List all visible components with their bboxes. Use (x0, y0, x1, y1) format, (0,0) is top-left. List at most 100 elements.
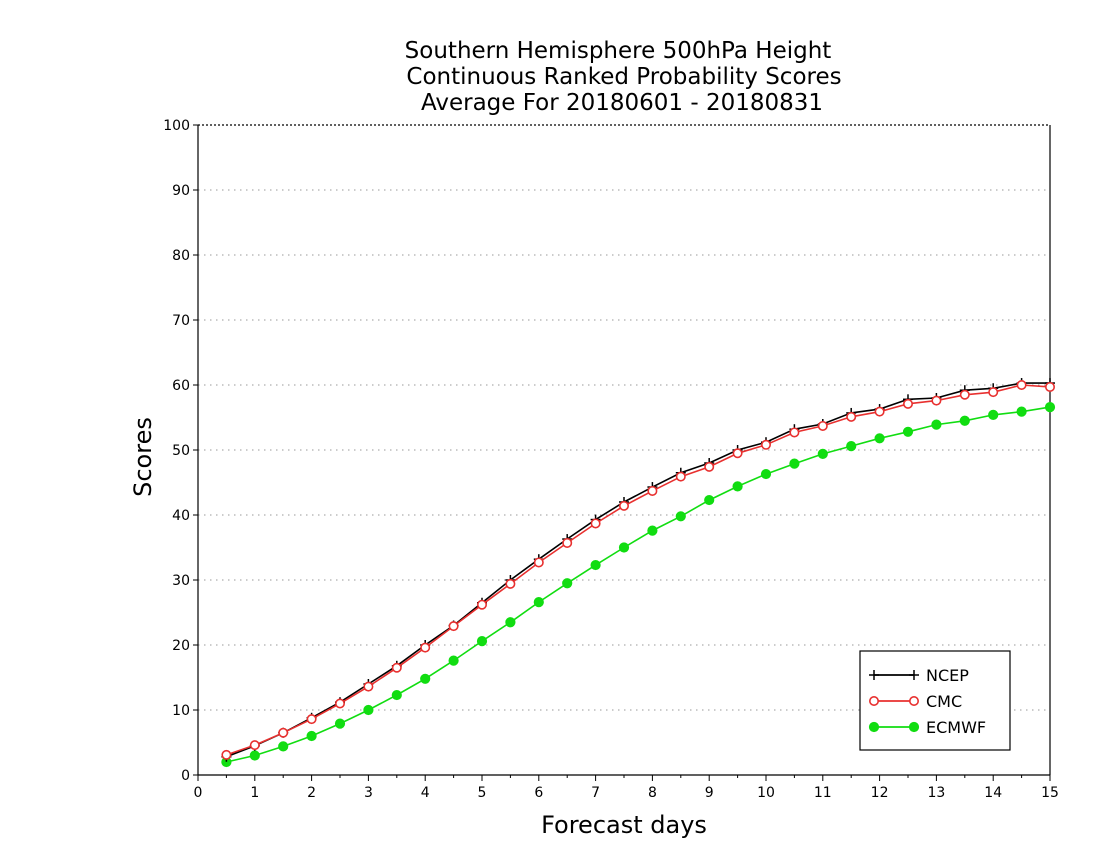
y-tick-label-70: 70 (172, 313, 190, 329)
data-point-cmc-2 (278, 727, 289, 738)
data-point-cmc-16 (675, 471, 686, 482)
x-tick-label-4: 4 (421, 785, 430, 801)
data-point-ecmwf-13 (590, 559, 601, 571)
y-tick-label-20: 20 (172, 638, 190, 654)
y-tick-label-80: 80 (172, 248, 190, 264)
data-point-cmc-28 (1016, 379, 1027, 390)
y-tick-label-50: 50 (172, 443, 190, 459)
y-tick-label-0: 0 (181, 768, 190, 784)
legend-marker-right-ecmwf (908, 721, 920, 733)
x-axis-label: Forecast days (541, 811, 707, 839)
data-point-cmc-18 (732, 448, 743, 459)
chart-title-line-1: Southern Hemisphere 500hPa Height (405, 38, 832, 64)
data-point-cmc-0 (221, 749, 232, 760)
chart-title-line-2: Continuous Ranked Probability Scores (406, 64, 841, 90)
legend-label-ncep: NCEP (926, 666, 969, 685)
legend-marker-left-ncep (869, 670, 879, 680)
data-point-cmc-11 (533, 557, 544, 568)
series-ecmwf (221, 402, 1056, 768)
legend-marker-right-ncep (909, 670, 919, 680)
x-tick-label-0: 0 (194, 785, 203, 801)
data-point-ecmwf-10 (505, 617, 516, 628)
data-point-ecmwf-8 (448, 655, 459, 666)
series-cmc (221, 379, 1056, 760)
data-point-cmc-24 (902, 398, 913, 409)
x-tick-label-14: 14 (984, 785, 1002, 801)
x-tick-label-10: 10 (757, 785, 775, 801)
y-tick-label-40: 40 (172, 508, 190, 524)
data-point-cmc-27 (988, 387, 999, 398)
chart-title: Southern Hemisphere 500hPa Height Contin… (405, 38, 842, 116)
data-point-ecmwf-18 (732, 481, 743, 492)
y-tick-label-100: 100 (163, 118, 190, 134)
data-point-ecmwf-26 (959, 415, 970, 426)
data-point-cmc-14 (618, 500, 629, 511)
data-point-cmc-23 (874, 406, 885, 417)
data-point-cmc-17 (704, 461, 715, 472)
data-point-ecmwf-7 (420, 673, 431, 684)
data-point-ecmwf-5 (363, 704, 374, 716)
axes (193, 124, 1051, 781)
x-tick-labels: 0 1 2 3 4 5 6 7 8 9 10 11 12 13 14 15 (194, 785, 1059, 801)
data-point-ecmwf-16 (675, 511, 686, 522)
x-tick-label-7: 7 (591, 785, 600, 801)
data-point-ecmwf-21 (817, 448, 828, 459)
data-point-ecmwf-29 (1044, 402, 1056, 413)
x-tick-label-6: 6 (534, 785, 543, 801)
legend-marker-right-cmc (908, 695, 919, 706)
data-point-ecmwf-20 (789, 458, 800, 469)
data-point-cmc-3 (306, 714, 317, 725)
x-tick-label-5: 5 (478, 785, 487, 801)
x-tick-label-12: 12 (871, 785, 889, 801)
data-point-cmc-15 (647, 485, 658, 496)
data-point-ecmwf-17 (704, 494, 715, 506)
data-point-ecmwf-2 (278, 741, 289, 752)
y-tick-label-90: 90 (172, 183, 190, 199)
data-point-ecmwf-23 (874, 433, 885, 444)
data-point-cmc-10 (505, 578, 516, 589)
x-tick-label-8: 8 (648, 785, 657, 801)
data-point-ecmwf-28 (1016, 406, 1027, 417)
x-tick-label-2: 2 (307, 785, 316, 801)
data-point-cmc-12 (562, 537, 573, 548)
data-point-cmc-6 (391, 662, 402, 673)
data-point-ecmwf-1 (249, 750, 260, 761)
data-point-ecmwf-24 (902, 426, 914, 437)
gridlines (198, 189, 1050, 711)
data-point-ecmwf-27 (988, 409, 999, 420)
data-series (221, 378, 1056, 768)
data-point-ecmwf-11 (533, 597, 544, 608)
data-point-cmc-20 (789, 427, 800, 438)
data-point-ecmwf-12 (562, 578, 573, 589)
data-point-cmc-21 (817, 420, 828, 431)
legend-marker-left-cmc (868, 695, 879, 706)
legend: NCEP CMC ECMWF (859, 650, 1011, 751)
data-point-ecmwf-14 (618, 542, 630, 553)
data-point-cmc-1 (249, 740, 260, 751)
y-tick-label-30: 30 (172, 573, 190, 589)
data-point-cmc-26 (959, 389, 970, 400)
data-point-cmc-5 (363, 681, 374, 692)
data-point-cmc-22 (846, 411, 857, 422)
legend-label-cmc: CMC (926, 692, 962, 711)
data-point-ecmwf-4 (334, 718, 346, 729)
x-tick-label-1: 1 (250, 785, 259, 801)
y-tick-label-60: 60 (172, 378, 190, 394)
x-tick-label-3: 3 (364, 785, 373, 801)
data-point-ecmwf-3 (306, 730, 317, 742)
data-point-ecmwf-6 (391, 689, 402, 701)
x-tick-label-11: 11 (814, 785, 832, 801)
data-point-cmc-13 (590, 518, 601, 529)
legend-item-ecmwf: ECMWF (868, 718, 986, 737)
legend-label-ecmwf: ECMWF (926, 718, 986, 737)
data-point-cmc-9 (476, 599, 487, 610)
data-point-cmc-19 (760, 439, 771, 450)
data-point-cmc-7 (420, 642, 431, 653)
y-tick-label-10: 10 (172, 703, 190, 719)
data-point-ecmwf-22 (846, 441, 857, 452)
legend-item-ncep: NCEP (869, 666, 969, 685)
data-point-ecmwf-9 (476, 636, 488, 647)
data-point-cmc-8 (448, 621, 459, 632)
data-point-ecmwf-15 (647, 525, 658, 536)
